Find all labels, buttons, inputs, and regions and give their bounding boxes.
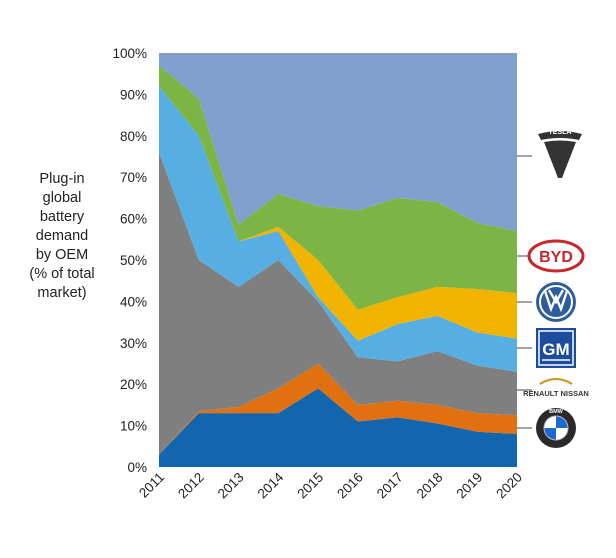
x-tick-label: 2019 [453,470,485,502]
renault-nissan-logo: RENAULT NISSAN [523,378,589,398]
y-axis-label-line-2: global [42,190,82,206]
y-tick-label: 30% [120,336,147,351]
y-axis-label-line-3: battery [39,209,85,225]
gm-logo: GM [536,328,576,368]
byd-logo-text: BYD [539,249,573,266]
x-tick-label: 2020 [493,470,525,502]
y-axis-label-line-6: (% of total [29,266,95,282]
y-tick-label: 50% [120,253,147,268]
area-series-7 [159,53,517,232]
y-tick-label: 100% [112,46,147,61]
x-tick-label: 2018 [414,470,446,502]
area-series-4 [159,86,517,372]
y-tick-labels: 0% 10% 20% 30% 40% 50% 60% 70% 80% 90% 100% [112,46,147,475]
x-tick-label: 2015 [294,470,326,502]
y-tick-label: 10% [120,419,147,434]
x-tick-label: 2013 [215,470,247,502]
area-series-6 [159,65,517,310]
y-tick-label: 20% [120,377,147,392]
y-tick-label: 90% [120,87,147,102]
y-tick-label: 60% [120,212,147,227]
gm-logo-text: GM [542,340,569,359]
x-tick-label: 2017 [374,470,406,502]
x-tick-label: 2016 [334,470,366,502]
y-axis-label: Plug-in global battery demand by OEM (% … [14,170,110,303]
area-layers [159,53,517,467]
y-tick-label: 80% [120,129,147,144]
vw-logo [536,282,576,322]
y-tick-label: 40% [120,294,147,309]
area-series-1 [159,388,517,467]
y-tick-label: 0% [127,460,147,475]
x-tick-label: 2014 [255,469,287,501]
y-axis-label-line-1: Plug-in [39,171,85,187]
renault-nissan-logo-text: RENAULT NISSAN [523,389,589,398]
tesla-logo-text: TESLA [549,129,572,136]
bmw-logo: BMW [536,408,576,448]
y-axis-label-line-4: demand [35,228,89,244]
y-axis-label-line-5: by OEM [35,247,89,263]
x-tick-labels: 2011 2012 2013 2014 2015 2016 2017 2018 2019 2020 [136,469,525,501]
byd-logo: BYD [527,239,585,273]
area-series-3 [159,152,517,455]
area-series-5 [159,86,517,341]
area-series-2 [159,363,517,455]
y-axis-label-line-7: market) [37,285,87,301]
tesla-logo: TESLA [538,129,582,178]
logo-leader-lines [517,155,532,429]
bmw-logo-text: BMW [549,409,564,415]
y-tick-label: 70% [120,170,147,185]
x-tick-label: 2012 [175,470,207,502]
